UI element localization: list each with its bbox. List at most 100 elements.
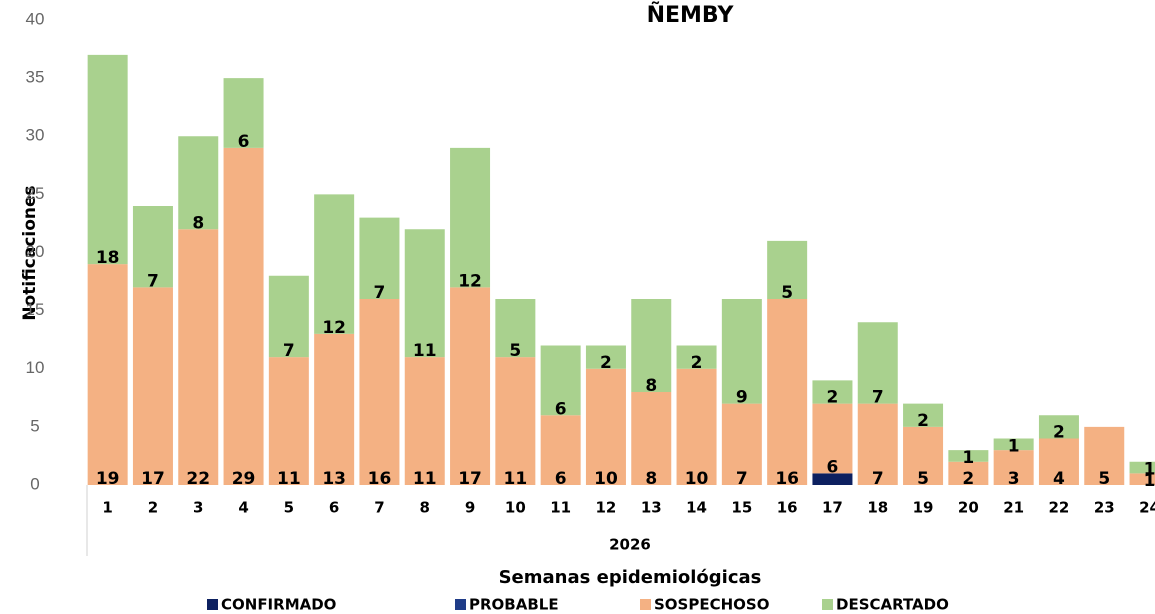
bar-segment <box>404 357 445 485</box>
x-tick-label: 2 <box>148 499 158 517</box>
bar-segment <box>223 147 264 485</box>
data-label: 2 <box>917 411 929 431</box>
bar-segment <box>178 229 219 485</box>
bar-segment <box>359 299 400 485</box>
bar-segment <box>767 240 808 299</box>
bar-segment <box>585 368 626 485</box>
x-tick-label: 17 <box>822 499 843 517</box>
bar-segment <box>359 217 400 299</box>
bar-segment <box>948 461 989 485</box>
x-tick-label: 24 <box>1139 499 1155 517</box>
y-tick-label: 5 <box>30 416 39 435</box>
data-label: 8 <box>192 213 204 233</box>
x-tick-label: 22 <box>1049 499 1070 517</box>
bar-segment <box>857 403 898 485</box>
data-label: 4 <box>1053 469 1065 489</box>
bar-segment <box>631 392 672 485</box>
data-label: 1 <box>962 448 974 468</box>
bar-segment <box>540 345 581 416</box>
data-label: 7 <box>872 388 884 408</box>
x-tick-label: 9 <box>465 499 475 517</box>
x-tick-label: 21 <box>1003 499 1024 517</box>
data-label: 1 <box>1144 471 1155 491</box>
bar-segment <box>495 357 536 485</box>
bar-segment <box>450 287 491 485</box>
bar-segment <box>1084 426 1125 485</box>
x-group-label: 2026 <box>609 536 651 554</box>
data-label: 12 <box>322 318 346 338</box>
data-label: 11 <box>504 469 528 489</box>
data-label: 11 <box>413 341 437 361</box>
data-label: 17 <box>458 469 482 489</box>
bar-segment <box>676 345 717 369</box>
data-label: 19 <box>96 469 120 489</box>
data-label: 6 <box>555 399 567 419</box>
data-label: 3 <box>1008 469 1020 489</box>
legend-swatch <box>207 599 218 610</box>
bar-segment <box>268 357 309 485</box>
y-axis-title: Notificaciones <box>20 185 40 320</box>
x-tick-label: 10 <box>505 499 526 517</box>
bar-segment <box>1038 438 1079 485</box>
data-label: 22 <box>186 469 210 489</box>
bar-segment <box>1038 415 1079 439</box>
data-label: 6 <box>555 469 567 489</box>
data-label: 10 <box>594 469 618 489</box>
bar-segment <box>495 299 536 358</box>
y-tick-label: 10 <box>26 358 45 377</box>
bar-segment <box>223 78 264 148</box>
legend-swatch <box>822 599 833 610</box>
bar-segment <box>1129 473 1155 485</box>
x-tick-label: 12 <box>596 499 617 517</box>
y-tick-label: 30 <box>26 126 45 145</box>
data-label: 6 <box>238 132 250 152</box>
bar-segment <box>132 206 173 288</box>
x-tick-label: 11 <box>550 499 571 517</box>
data-label: 12 <box>458 271 482 291</box>
x-tick-label: 5 <box>284 499 294 517</box>
bar-segment <box>450 147 491 288</box>
x-tick-label: 14 <box>686 499 707 517</box>
data-label: 18 <box>96 248 120 268</box>
bar-segment <box>132 287 173 485</box>
data-label: 29 <box>232 469 256 489</box>
bar-segment <box>812 403 853 474</box>
x-tick-label: 4 <box>238 499 248 517</box>
data-label: 5 <box>509 341 521 361</box>
bar-segment <box>87 54 128 265</box>
data-label: 2 <box>1053 423 1065 443</box>
bar-segment <box>631 299 672 392</box>
data-label: 11 <box>277 469 301 489</box>
x-tick-label: 23 <box>1094 499 1115 517</box>
x-axis-title: Semanas epidemiológicas <box>499 567 762 588</box>
legend-label: CONFIRMADO <box>221 596 336 614</box>
data-label: 16 <box>775 469 799 489</box>
bar-segment <box>857 322 898 404</box>
x-tick-label: 13 <box>641 499 662 517</box>
bar-segment <box>812 473 853 485</box>
y-tick-label: 40 <box>26 9 45 28</box>
bar-segment <box>268 275 309 358</box>
data-label: 7 <box>374 283 386 303</box>
bar-segment <box>993 450 1034 485</box>
x-tick-label: 19 <box>913 499 934 517</box>
data-label: 10 <box>685 469 709 489</box>
bar-segment <box>721 299 762 404</box>
data-label: 5 <box>917 469 929 489</box>
data-label: 2 <box>962 469 974 489</box>
bar-segment <box>540 415 581 485</box>
x-tick-label: 16 <box>777 499 798 517</box>
x-tick-label: 3 <box>193 499 203 517</box>
x-tick-label: 15 <box>731 499 752 517</box>
bar-segment <box>178 136 219 230</box>
y-tick-label: 0 <box>30 474 39 493</box>
data-label: 7 <box>283 341 295 361</box>
bar-segment <box>812 380 853 404</box>
bar-segment <box>314 333 355 485</box>
data-label: 13 <box>322 469 346 489</box>
bar-segment <box>87 264 128 485</box>
bar-segment <box>903 426 944 485</box>
data-label: 8 <box>645 376 657 396</box>
data-label: 5 <box>1098 469 1110 489</box>
